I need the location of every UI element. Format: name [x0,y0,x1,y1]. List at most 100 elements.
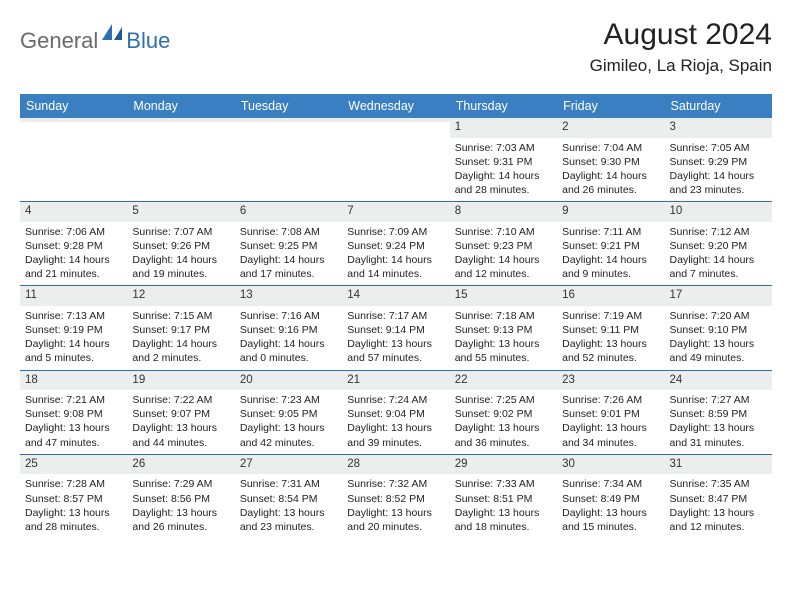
day-cell: 25Sunrise: 7:28 AMSunset: 8:57 PMDayligh… [20,455,127,538]
day-number: 8 [450,202,557,222]
sunset-text: Sunset: 9:01 PM [562,407,659,421]
day-cell: 11Sunrise: 7:13 AMSunset: 9:19 PMDayligh… [20,286,127,369]
sunrise-text: Sunrise: 7:05 AM [670,141,767,155]
day-details: Sunrise: 7:09 AMSunset: 9:24 PMDaylight:… [342,222,449,286]
day-number: 24 [665,371,772,391]
day-cell: 27Sunrise: 7:31 AMSunset: 8:54 PMDayligh… [235,455,342,538]
day-details: Sunrise: 7:08 AMSunset: 9:25 PMDaylight:… [235,222,342,286]
day-cell: 5Sunrise: 7:07 AMSunset: 9:26 PMDaylight… [127,202,234,285]
daylight-text: Daylight: 13 hours and 42 minutes. [240,421,337,449]
sunset-text: Sunset: 8:52 PM [347,492,444,506]
sunset-text: Sunset: 9:23 PM [455,239,552,253]
daylight-text: Daylight: 14 hours and 7 minutes. [670,253,767,281]
sunrise-text: Sunrise: 7:07 AM [132,225,229,239]
sunset-text: Sunset: 8:49 PM [562,492,659,506]
sunrise-text: Sunrise: 7:22 AM [132,393,229,407]
sunset-text: Sunset: 8:54 PM [240,492,337,506]
brand-logo: General Blue [20,18,170,57]
day-number: 20 [235,371,342,391]
day-details: Sunrise: 7:31 AMSunset: 8:54 PMDaylight:… [235,474,342,538]
sunset-text: Sunset: 9:13 PM [455,323,552,337]
sunset-text: Sunset: 9:16 PM [240,323,337,337]
sunset-text: Sunset: 9:02 PM [455,407,552,421]
sunrise-text: Sunrise: 7:13 AM [25,309,122,323]
sunrise-text: Sunrise: 7:06 AM [25,225,122,239]
week-row: 11Sunrise: 7:13 AMSunset: 9:19 PMDayligh… [20,285,772,369]
day-details: Sunrise: 7:13 AMSunset: 9:19 PMDaylight:… [20,306,127,370]
sunrise-text: Sunrise: 7:08 AM [240,225,337,239]
day-details: Sunrise: 7:23 AMSunset: 9:05 PMDaylight:… [235,390,342,454]
weekday-header: Thursday [450,94,557,118]
day-cell: 15Sunrise: 7:18 AMSunset: 9:13 PMDayligh… [450,286,557,369]
day-details: Sunrise: 7:06 AMSunset: 9:28 PMDaylight:… [20,222,127,286]
day-cell: 16Sunrise: 7:19 AMSunset: 9:11 PMDayligh… [557,286,664,369]
day-number: 7 [342,202,449,222]
day-number: 16 [557,286,664,306]
sunrise-text: Sunrise: 7:09 AM [347,225,444,239]
daylight-text: Daylight: 13 hours and 28 minutes. [25,506,122,534]
day-number: 26 [127,455,234,475]
day-cell: 2Sunrise: 7:04 AMSunset: 9:30 PMDaylight… [557,118,664,201]
day-cell [20,118,127,201]
day-number: 6 [235,202,342,222]
day-details: Sunrise: 7:20 AMSunset: 9:10 PMDaylight:… [665,306,772,370]
day-cell: 12Sunrise: 7:15 AMSunset: 9:17 PMDayligh… [127,286,234,369]
day-number: 18 [20,371,127,391]
logo-text-general: General [20,28,98,54]
sunrise-text: Sunrise: 7:18 AM [455,309,552,323]
day-details: Sunrise: 7:32 AMSunset: 8:52 PMDaylight:… [342,474,449,538]
weekday-header: Saturday [665,94,772,118]
sunrise-text: Sunrise: 7:16 AM [240,309,337,323]
daylight-text: Daylight: 13 hours and 12 minutes. [670,506,767,534]
daylight-text: Daylight: 13 hours and 36 minutes. [455,421,552,449]
daylight-text: Daylight: 14 hours and 12 minutes. [455,253,552,281]
sunrise-text: Sunrise: 7:31 AM [240,477,337,491]
daylight-text: Daylight: 14 hours and 0 minutes. [240,337,337,365]
day-details: Sunrise: 7:24 AMSunset: 9:04 PMDaylight:… [342,390,449,454]
sunset-text: Sunset: 9:29 PM [670,155,767,169]
day-details: Sunrise: 7:19 AMSunset: 9:11 PMDaylight:… [557,306,664,370]
day-number: 15 [450,286,557,306]
sunrise-text: Sunrise: 7:19 AM [562,309,659,323]
day-cell: 4Sunrise: 7:06 AMSunset: 9:28 PMDaylight… [20,202,127,285]
day-details: Sunrise: 7:29 AMSunset: 8:56 PMDaylight:… [127,474,234,538]
sunset-text: Sunset: 9:26 PM [132,239,229,253]
sunset-text: Sunset: 8:57 PM [25,492,122,506]
daylight-text: Daylight: 14 hours and 9 minutes. [562,253,659,281]
day-details: Sunrise: 7:11 AMSunset: 9:21 PMDaylight:… [557,222,664,286]
sunrise-text: Sunrise: 7:20 AM [670,309,767,323]
sunset-text: Sunset: 9:17 PM [132,323,229,337]
sunset-text: Sunset: 9:20 PM [670,239,767,253]
day-details: Sunrise: 7:28 AMSunset: 8:57 PMDaylight:… [20,474,127,538]
sunrise-text: Sunrise: 7:12 AM [670,225,767,239]
day-cell: 26Sunrise: 7:29 AMSunset: 8:56 PMDayligh… [127,455,234,538]
weekday-header: Tuesday [235,94,342,118]
day-cell: 31Sunrise: 7:35 AMSunset: 8:47 PMDayligh… [665,455,772,538]
daylight-text: Daylight: 13 hours and 34 minutes. [562,421,659,449]
day-number: 1 [450,118,557,138]
day-cell: 23Sunrise: 7:26 AMSunset: 9:01 PMDayligh… [557,371,664,454]
sunset-text: Sunset: 9:30 PM [562,155,659,169]
day-cell: 24Sunrise: 7:27 AMSunset: 8:59 PMDayligh… [665,371,772,454]
day-details: Sunrise: 7:17 AMSunset: 9:14 PMDaylight:… [342,306,449,370]
sunrise-text: Sunrise: 7:25 AM [455,393,552,407]
sunset-text: Sunset: 9:24 PM [347,239,444,253]
day-cell: 21Sunrise: 7:24 AMSunset: 9:04 PMDayligh… [342,371,449,454]
day-number: 11 [20,286,127,306]
week-row: 4Sunrise: 7:06 AMSunset: 9:28 PMDaylight… [20,201,772,285]
month-title: August 2024 [590,18,772,52]
sunset-text: Sunset: 9:21 PM [562,239,659,253]
sunrise-text: Sunrise: 7:26 AM [562,393,659,407]
sunset-text: Sunset: 8:47 PM [670,492,767,506]
day-details: Sunrise: 7:05 AMSunset: 9:29 PMDaylight:… [665,138,772,202]
daylight-text: Daylight: 13 hours and 20 minutes. [347,506,444,534]
day-cell: 22Sunrise: 7:25 AMSunset: 9:02 PMDayligh… [450,371,557,454]
day-cell [235,118,342,201]
day-cell: 8Sunrise: 7:10 AMSunset: 9:23 PMDaylight… [450,202,557,285]
day-cell [127,118,234,201]
day-details: Sunrise: 7:07 AMSunset: 9:26 PMDaylight:… [127,222,234,286]
day-cell: 19Sunrise: 7:22 AMSunset: 9:07 PMDayligh… [127,371,234,454]
day-number: 13 [235,286,342,306]
sunset-text: Sunset: 9:05 PM [240,407,337,421]
sunrise-text: Sunrise: 7:34 AM [562,477,659,491]
